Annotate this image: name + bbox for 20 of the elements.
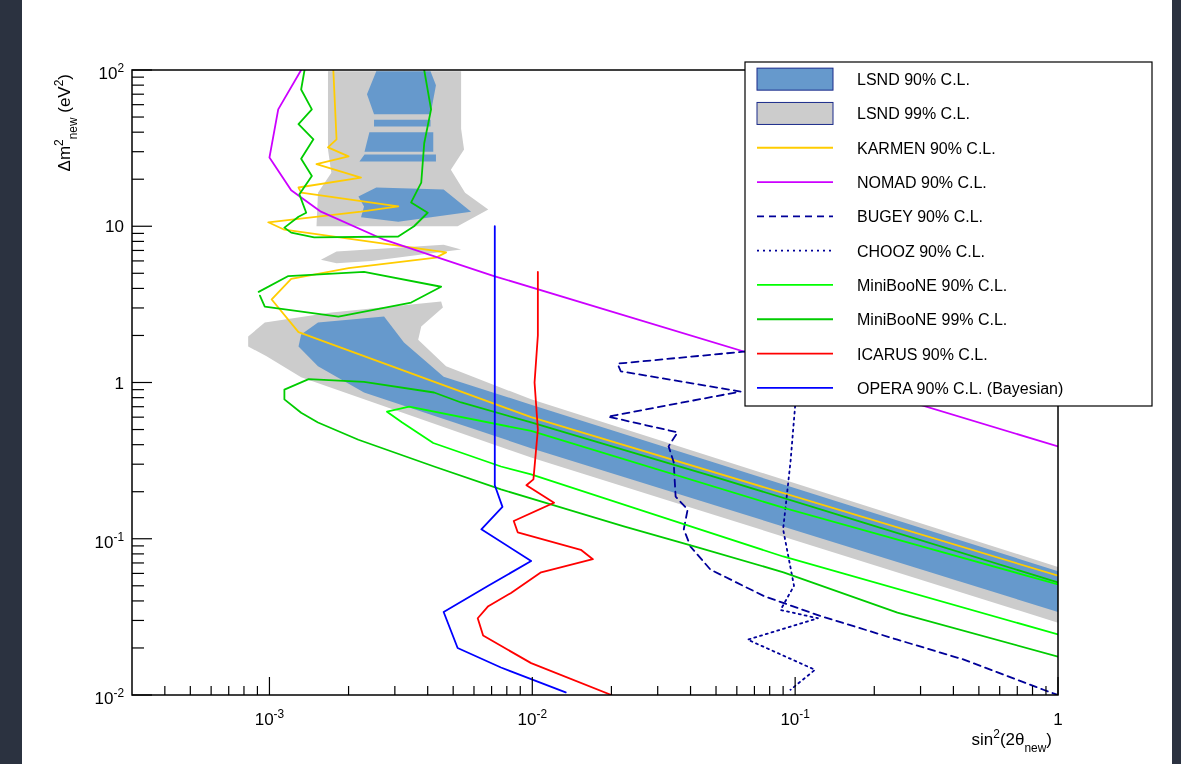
legend-label: LSND 90% C.L. <box>857 71 970 89</box>
x-axis-title: sin$^{2}$(2θ$_{new}$) <box>971 727 1052 755</box>
x-tick-label: 10$^{-2}$ <box>517 707 548 729</box>
legend-label: OPERA 90% C.L. (Bayesian) <box>857 379 1064 397</box>
x-tick-label: 1 <box>1053 710 1063 729</box>
legend-label: MiniBooNE 90% C.L. <box>857 276 1008 294</box>
legend-label: NOMAD 90% C.L. <box>857 174 987 192</box>
x-tick-label: 10$^{-1}$ <box>780 707 811 729</box>
legend-label: LSND 99% C.L. <box>857 105 970 123</box>
y-tick-label: 10$^{-2}$ <box>94 686 125 708</box>
y-tick-label: 1 <box>114 373 124 393</box>
legend-label: CHOOZ 90% C.L. <box>857 242 986 260</box>
legend-label: ICARUS 90% C.L. <box>857 345 988 363</box>
legend-label: BUGEY 90% C.L. <box>857 208 983 226</box>
y-tick-label: 10 <box>105 217 124 237</box>
y-tick-label: 10$^{-1}$ <box>94 529 125 552</box>
x-tick-label: 10$^{-3}$ <box>254 707 285 729</box>
y-tick-label: 10$^{2}$ <box>98 61 125 83</box>
legend-label: KARMEN 90% C.L. <box>857 139 996 157</box>
legend-label: MiniBooNE 99% C.L. <box>857 311 1008 329</box>
